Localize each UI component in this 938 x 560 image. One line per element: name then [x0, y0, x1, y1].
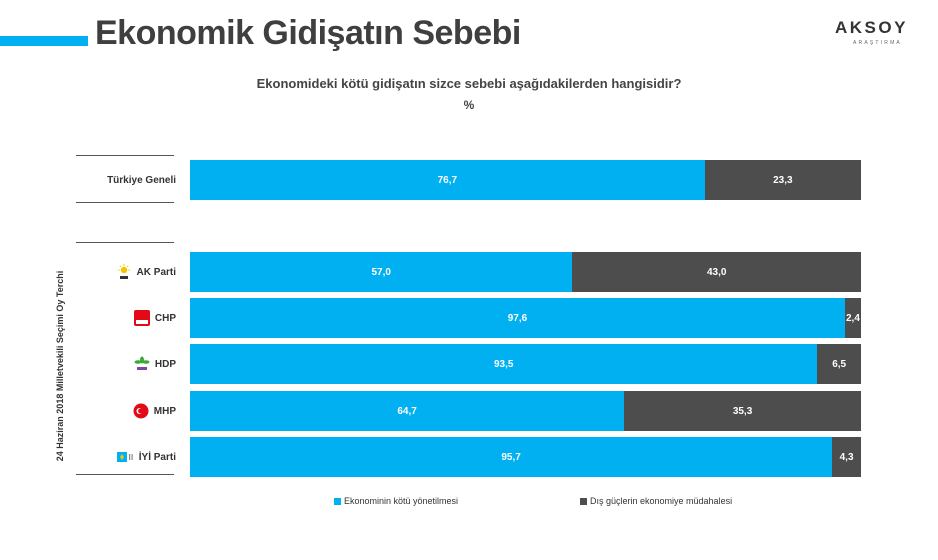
legend-label: Dış güçlerin ekonomiye müdahalesi — [590, 496, 733, 506]
logo-main-text: AKSOY — [835, 18, 908, 37]
data-label: 93,5 — [493, 358, 514, 370]
separator-line — [76, 474, 174, 475]
hdp-logo-icon — [133, 355, 151, 373]
bar-segment-dis-gucler: 35,3 — [624, 391, 861, 431]
mhp-logo-icon — [132, 402, 150, 420]
bar-segment-ekonomi: 64,7 — [190, 391, 625, 431]
category-label-text: HDP — [154, 358, 176, 370]
bar-segment-ekonomi: 95,7 — [190, 437, 833, 477]
legend-item-ekonomi: Ekonominin kötü yönetilmesi — [334, 494, 458, 508]
legend-swatch — [334, 497, 341, 505]
bar-segment-ekonomi: 93,5 — [190, 344, 818, 384]
category-label: AK Parti — [76, 262, 176, 282]
chart-unit: % — [463, 98, 475, 112]
bar-segment-dis-gucler: 23,3 — [704, 160, 861, 200]
bar-segment-ekonomi: 97,6 — [190, 298, 845, 338]
category-label-text: MHP — [153, 405, 176, 417]
category-label: CHP — [76, 308, 176, 328]
bar-segment-ekonomi: 76,7 — [190, 160, 705, 200]
legend-label: Ekonominin kötü yönetilmesi — [344, 496, 459, 506]
title-accent-bar — [0, 36, 88, 46]
ak-parti-logo-icon — [115, 263, 133, 281]
bar-segment-dis-gucler: 43,0 — [572, 252, 861, 292]
chp-logo-icon — [133, 309, 151, 327]
data-label: 97,6 — [507, 312, 528, 324]
data-label: 57,0 — [371, 266, 391, 278]
category-label: MHP — [76, 401, 176, 421]
category-label-text: İYİ Parti — [138, 451, 176, 463]
data-label: 43,0 — [706, 266, 727, 278]
category-label-text: AK Parti — [136, 266, 176, 278]
iyi-parti-logo-icon — [116, 450, 135, 464]
category-label: HDP — [76, 354, 176, 374]
separator-line — [76, 242, 174, 243]
data-label: 35,3 — [732, 405, 753, 417]
bar-segment-dis-gucler: 6,5 — [817, 344, 861, 384]
legend-item-dis-gucler: Dış güçlerin ekonomiye müdahalesi — [580, 494, 732, 508]
chart-title: Ekonomideki kötü gidişatın sizce sebebi … — [256, 76, 682, 91]
bar-segment-dis-gucler: 4,3 — [832, 437, 861, 477]
separator-line — [76, 155, 174, 156]
bar-segment-ekonomi: 57,0 — [190, 252, 573, 292]
separator-line — [76, 202, 174, 203]
data-label: 6,5 — [832, 358, 847, 370]
data-label: 4,3 — [839, 451, 854, 463]
data-label: 2,4 — [845, 312, 860, 324]
category-label: Türkiye Geneli — [76, 170, 176, 190]
aksoy-logo: AKSOY ARAŞTIRMA — [835, 18, 930, 58]
page-title: Ekonomik Gidişatın Sebebi — [95, 14, 521, 52]
logo-sub-text: ARAŞTIRMA — [853, 40, 902, 46]
data-label: 76,7 — [437, 174, 458, 186]
category-label-text: Türkiye Geneli — [107, 174, 176, 186]
data-label: 23,3 — [773, 174, 793, 186]
legend-swatch — [580, 497, 587, 505]
bar-segment-dis-gucler: 2,4 — [844, 298, 861, 338]
data-label: 95,7 — [501, 451, 521, 463]
category-label-text: CHP — [154, 312, 176, 324]
category-label: İYİ Parti — [76, 447, 176, 467]
data-label: 64,7 — [397, 405, 417, 417]
